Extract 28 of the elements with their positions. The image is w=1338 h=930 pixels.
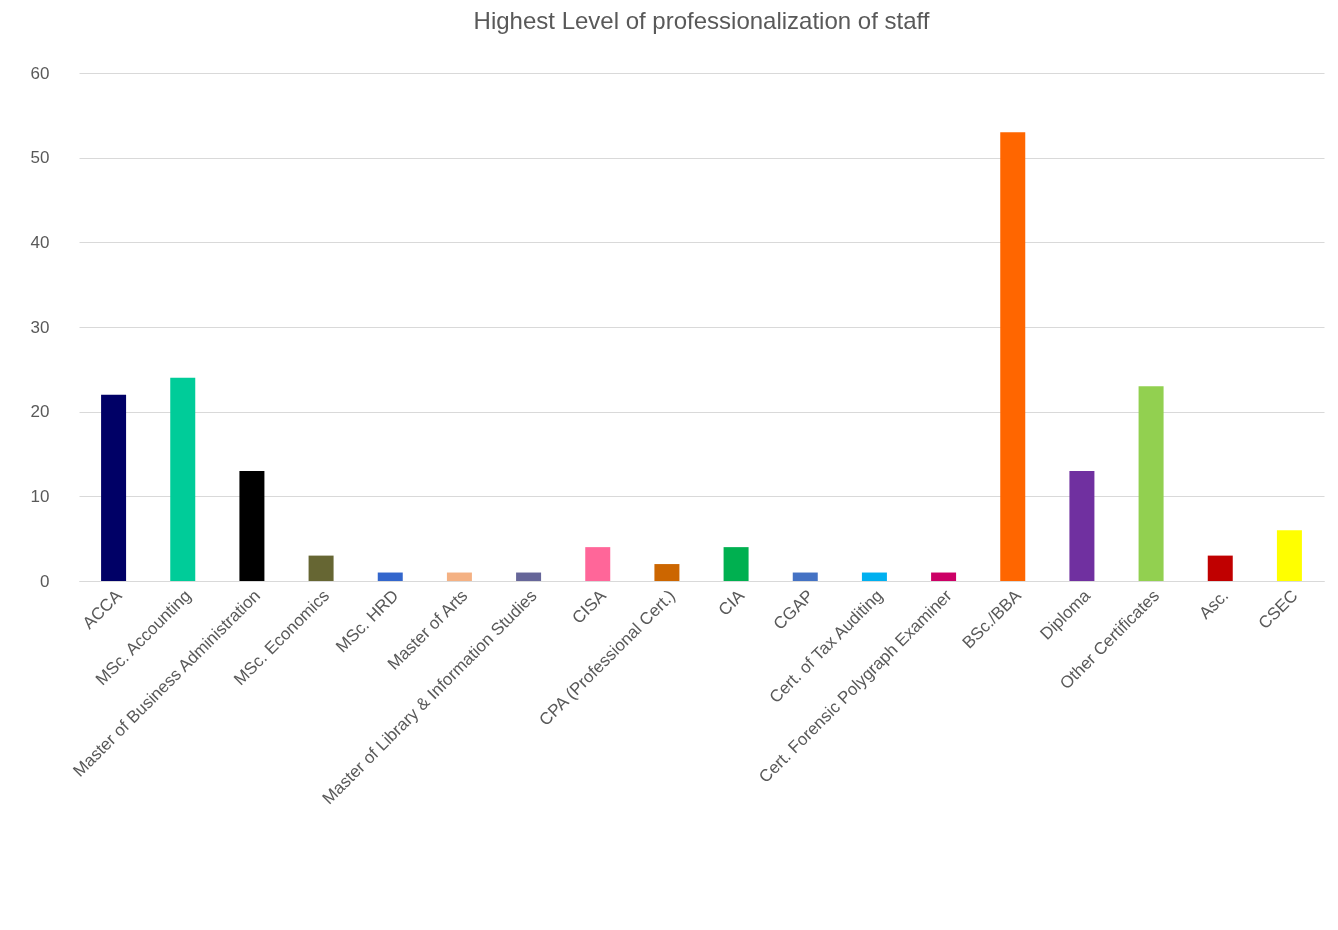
- y-tick-label: 40: [30, 232, 50, 252]
- bar: [861, 572, 887, 581]
- bar: [654, 564, 680, 581]
- y-tick-label: 50: [30, 148, 50, 168]
- x-tick-label: Asc.: [1195, 586, 1233, 623]
- bar: [239, 470, 265, 581]
- bar: [1207, 555, 1233, 581]
- y-tick-label: 0: [40, 571, 50, 591]
- y-tick-label: 30: [30, 317, 50, 337]
- bar: [516, 572, 542, 581]
- bar: [723, 547, 749, 581]
- bar: [1276, 530, 1302, 581]
- bar: [792, 572, 818, 581]
- bar: [1000, 132, 1026, 581]
- y-tick-label: 60: [30, 63, 50, 83]
- bar: [931, 572, 957, 581]
- bar: [1138, 386, 1164, 581]
- chart-title: Highest Level of professionalization of staff: [473, 7, 930, 34]
- y-tick-label: 10: [30, 486, 50, 506]
- bar: [446, 572, 472, 581]
- bar: [585, 547, 611, 581]
- bar: [308, 555, 334, 581]
- bar: [1069, 470, 1095, 581]
- bar: [377, 572, 403, 581]
- bar: [170, 377, 196, 581]
- x-tick-label: CIA: [714, 585, 749, 620]
- y-tick-label: 20: [30, 402, 50, 422]
- bar: [101, 394, 127, 581]
